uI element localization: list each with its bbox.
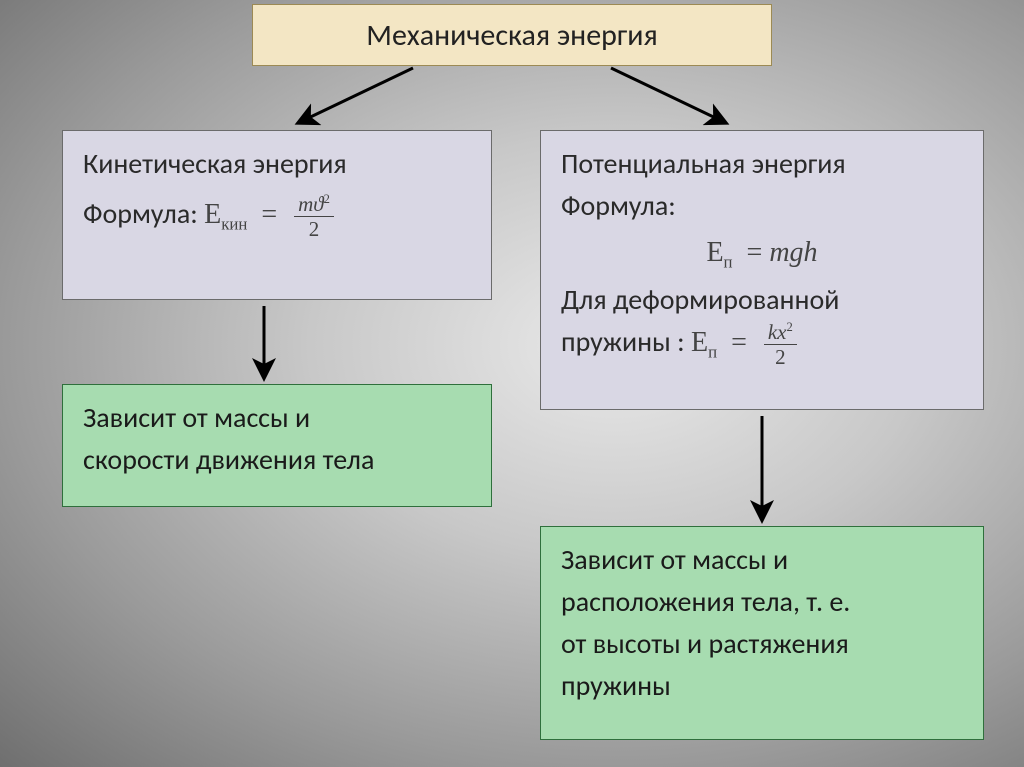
pot2-num: kx	[768, 320, 787, 344]
kinetic-formula: Eкин = mϑ2 2	[204, 199, 337, 230]
potential-note-l1: Зависит от массы и	[561, 539, 963, 581]
potential-note-l4: пружины	[561, 665, 963, 707]
kinetic-fraction: mϑ2 2	[294, 193, 334, 240]
pot2-num-sup: 2	[787, 320, 793, 334]
pot2-fraction: kx2 2	[764, 321, 797, 368]
kinetic-symbol: E	[204, 199, 221, 230]
title-to-potential	[611, 68, 724, 122]
kinetic-formula-prefix: Формула:	[83, 196, 204, 231]
pot1-sub: п	[724, 253, 733, 272]
potential-spring-prefix: пружины :	[561, 324, 685, 359]
potential-note-l3: от высоты и растяжения	[561, 623, 963, 665]
diagram-canvas: Механическая энергия Кинетическая энерги…	[0, 0, 1024, 767]
kinetic-note-l2: скорости движения тела	[83, 439, 471, 481]
title-to-kinetic	[300, 68, 413, 122]
pot2-den: 2	[764, 345, 797, 368]
kinetic-note-box: Зависит от массы и скорости движения тел…	[62, 384, 492, 507]
potential-spring-line1: Для деформированной	[561, 279, 963, 321]
kinetic-den: 2	[294, 217, 334, 240]
potential-energy-box: Потенциальная энергия Формула: Eп = mgh …	[540, 130, 984, 410]
potential-title: Потенциальная энергия	[561, 143, 963, 185]
kinetic-note-l1: Зависит от массы и	[83, 397, 471, 439]
potential-spring-line2: пружины : Eп = kx2 2	[561, 321, 963, 368]
potential-formula-2: Eп = kx2 2	[691, 327, 800, 358]
kinetic-title: Кинетическая энергия	[83, 143, 471, 185]
kinetic-num-sup: 2	[324, 192, 330, 206]
pot1-symbol: E	[706, 237, 723, 268]
kinetic-num: mϑ	[298, 192, 323, 216]
pot2-sub: п	[708, 342, 717, 361]
potential-note-box: Зависит от массы и расположения тела, т.…	[540, 526, 984, 740]
kinetic-energy-box: Кинетическая энергия Формула: Eкин = mϑ2…	[62, 130, 492, 300]
potential-formula-label: Формула:	[561, 185, 963, 227]
potential-note-l2: расположения тела, т. е.	[561, 581, 963, 623]
kinetic-formula-line: Формула: Eкин = mϑ2 2	[83, 193, 471, 240]
kinetic-subscript: кин	[221, 215, 247, 234]
pot2-symbol: E	[691, 327, 708, 358]
pot1-rhs: mgh	[769, 237, 817, 268]
potential-formula-1: Eп = mgh	[706, 237, 817, 268]
